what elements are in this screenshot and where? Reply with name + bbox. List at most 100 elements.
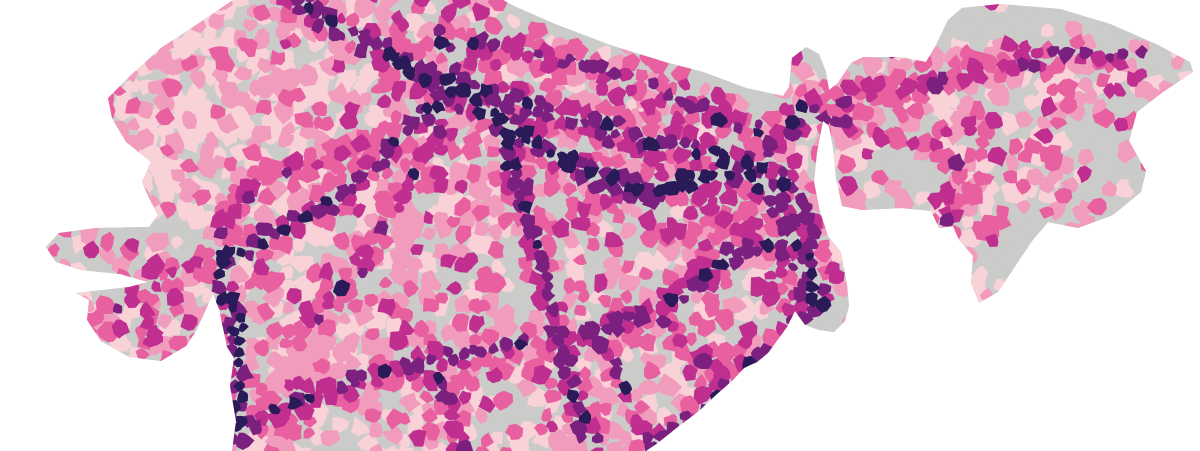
district-cell [243,414,258,428]
district-cell [326,362,348,380]
district-cell [275,24,291,42]
district-cell [591,431,604,444]
district-cell [504,241,522,259]
district-cell [310,159,324,171]
district-cell [478,395,496,414]
district-cell [421,422,441,441]
district-cell [158,185,176,206]
district-cell [653,168,670,182]
district-cell [458,346,470,361]
district-cell [454,256,472,273]
district-cell [332,340,352,365]
district-cell [862,57,883,80]
district-cell [570,217,591,232]
district-cell [378,276,393,289]
district-cell [1096,72,1111,87]
district-cell [627,126,644,143]
district-cell [299,377,316,393]
district-cell [220,131,236,148]
district-cell [627,79,648,102]
district-cell [638,106,662,127]
district-cell [688,311,703,327]
district-cell [751,182,764,195]
district-cell [643,360,661,380]
district-cell [629,206,643,219]
district-cell [176,199,195,221]
district-cell [509,44,525,61]
district-cell [1058,97,1078,115]
district-cell [226,333,237,346]
district-cell [894,188,915,213]
district-cell [233,346,245,358]
district-cell [636,333,657,352]
district-cell [764,270,778,280]
district-mosaic [46,0,1193,451]
district-cell [484,420,501,435]
district-cell [318,319,336,337]
district-cell [971,147,988,163]
district-cell [298,309,317,329]
district-cell [805,281,821,293]
district-cell [255,99,272,116]
district-cell [350,133,372,153]
district-cell [596,81,609,96]
district-cell [313,313,324,326]
district-cell [282,300,295,314]
district-cell [407,168,419,180]
district-cell [618,67,635,82]
district-cell [409,43,427,62]
district-cell [402,65,415,81]
district-cell [475,446,490,451]
district-cell [396,308,413,326]
district-cell [594,273,608,294]
district-cell [743,168,757,183]
district-cell [839,79,862,96]
district-cell [679,410,692,422]
district-cell [679,136,692,149]
district-cell [398,392,422,414]
district-cell [465,375,480,392]
district-cell [408,429,427,447]
district-cell [758,237,775,253]
district-cell [533,49,543,59]
district-cell [238,322,249,333]
district-cell [655,315,673,329]
district-cell [563,354,578,367]
district-cell [541,271,554,283]
district-cell [466,37,479,50]
district-cell [996,58,1010,74]
district-cell [281,166,293,179]
district-cell [605,66,623,81]
district-cell [412,0,432,8]
district-cell [354,0,376,19]
district-cell [685,332,697,347]
district-cell [683,110,701,128]
district-cell [257,187,277,206]
district-cell [281,121,296,135]
district-cell [984,111,1004,129]
district-cell [576,102,596,122]
district-cell [565,263,585,282]
district-cell [285,422,303,441]
district-cell [967,183,983,206]
district-cell [364,293,378,307]
district-cell [611,115,627,128]
district-cell [911,86,931,104]
district-cell [181,110,197,130]
district-cell [487,241,504,259]
district-cell [815,295,832,313]
district-cell [242,323,263,343]
district-cell [1036,115,1053,131]
district-cell [682,364,698,382]
district-cell [738,320,758,343]
district-cell [171,169,186,183]
district-cell [431,100,446,114]
district-cell [578,409,592,424]
district-cell [410,345,426,364]
district-cell [442,127,459,143]
district-cell [695,97,710,113]
district-cell [454,179,468,194]
district-cell [332,231,350,250]
district-cell [458,390,472,405]
district-cell [707,203,721,217]
